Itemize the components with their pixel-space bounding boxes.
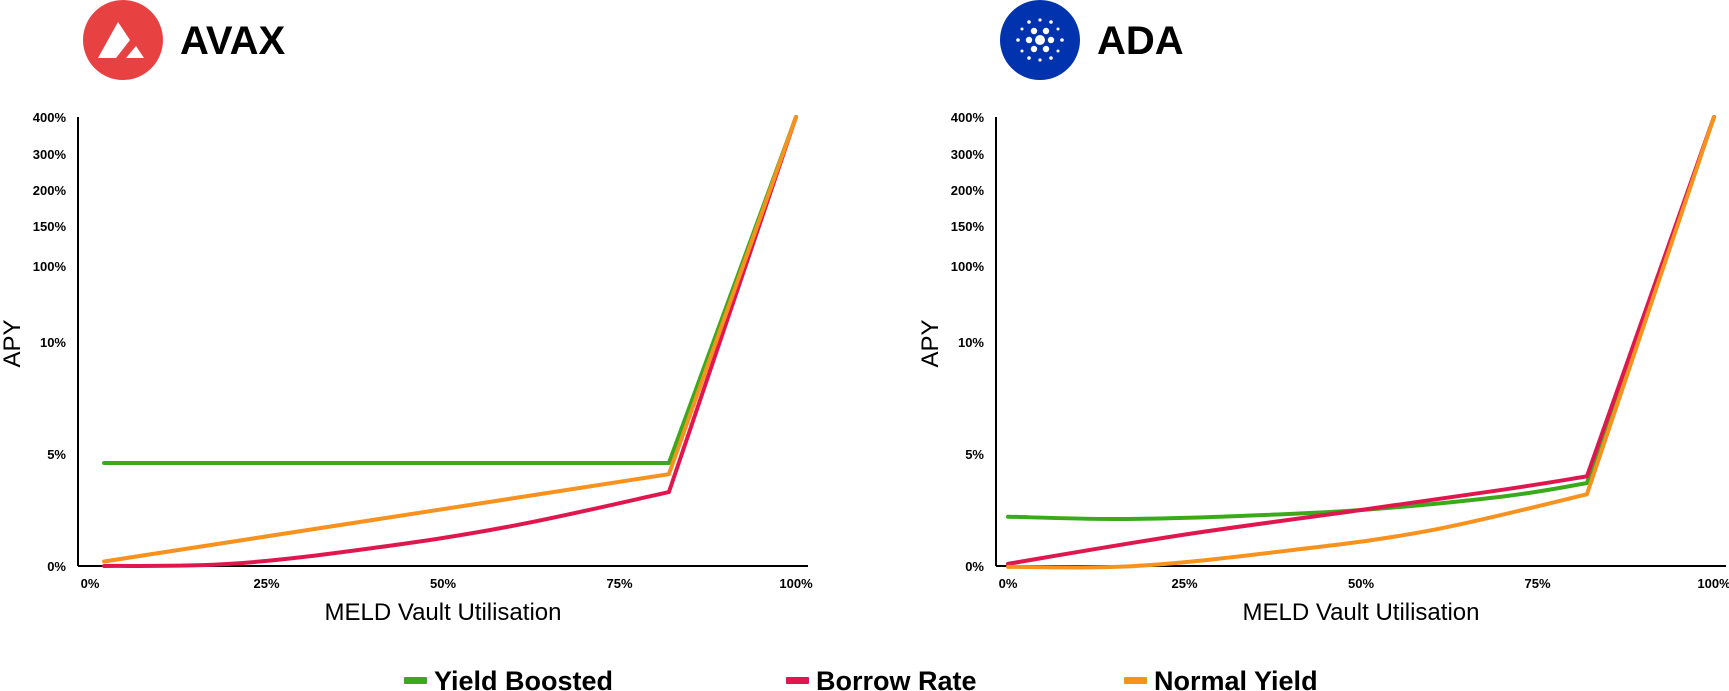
series-line-yield-boosted	[102, 115, 798, 466]
series-line-yield-boosted	[1006, 115, 1716, 521]
y-tick-label: 10%	[958, 335, 984, 350]
series-line-normal-yield	[102, 115, 798, 564]
x-tick-label: 0%	[81, 576, 100, 591]
y-tick-label: 5%	[47, 447, 66, 462]
chart-avax: 0% 5% 10% 100% 150% 200% 300% 400% 0% 25% 50% 75% 10…	[0, 110, 813, 626]
y-tick-label: 100%	[951, 259, 985, 274]
legend-label-yield-boosted: Yield Boosted	[434, 666, 613, 691]
x-tick-label: 50%	[430, 576, 456, 591]
x-axis-label: MELD Vault Utilisation	[1243, 599, 1480, 626]
y-tick-label: 0%	[47, 559, 66, 574]
y-tick-label: 10%	[40, 335, 66, 350]
y-tick-label: 0%	[965, 559, 984, 574]
y-axis-label: APY	[0, 319, 26, 367]
x-tick-label: 25%	[1171, 576, 1197, 591]
legend: Yield Boosted Borrow Rate Normal Yield	[404, 666, 1318, 691]
x-axis-label: MELD Vault Utilisation	[325, 599, 562, 626]
x-tick-label: 75%	[1524, 576, 1550, 591]
legend-label-borrow-rate: Borrow Rate	[816, 666, 977, 691]
y-tick-label: 400%	[33, 110, 67, 125]
series-line-borrow-rate	[1006, 115, 1716, 566]
x-tick-label: 25%	[253, 576, 279, 591]
x-tick-label: 50%	[1348, 576, 1374, 591]
y-tick-label: 150%	[951, 219, 985, 234]
x-tick-label: 75%	[606, 576, 632, 591]
legend-swatch-borrow-rate	[786, 677, 809, 684]
avalanche-logo-glyph	[98, 22, 144, 58]
y-tick-label: 200%	[951, 183, 985, 198]
legend-label-normal-yield: Normal Yield	[1154, 666, 1318, 691]
chart-title-avax: AVAX	[180, 19, 286, 63]
cardano-logo-glyph	[1016, 18, 1064, 62]
y-tick-label: 5%	[965, 447, 984, 462]
chart-title-ada: ADA	[1097, 19, 1184, 63]
legend-swatch-normal-yield	[1124, 677, 1147, 684]
chart-ada: 0% 5% 10% 100% 150% 200% 300% 400% 0% 25% 50% 75% 10…	[917, 110, 1729, 626]
y-axis-label: APY	[917, 319, 944, 367]
legend-swatch-yield-boosted	[404, 677, 427, 684]
y-tick-label: 100%	[33, 259, 67, 274]
series-line-normal-yield	[1006, 115, 1716, 570]
x-tick-label: 100%	[779, 576, 813, 591]
y-tick-label: 150%	[33, 219, 67, 234]
y-tick-label: 300%	[33, 147, 67, 162]
series-line-borrow-rate	[102, 115, 798, 568]
x-tick-label: 0%	[999, 576, 1018, 591]
y-tick-label: 200%	[33, 183, 67, 198]
y-tick-label: 400%	[951, 110, 985, 125]
x-tick-label: 100%	[1697, 576, 1729, 591]
y-tick-label: 300%	[951, 147, 985, 162]
ada-header: ADA	[1000, 0, 1184, 80]
avax-header: AVAX	[83, 0, 286, 80]
